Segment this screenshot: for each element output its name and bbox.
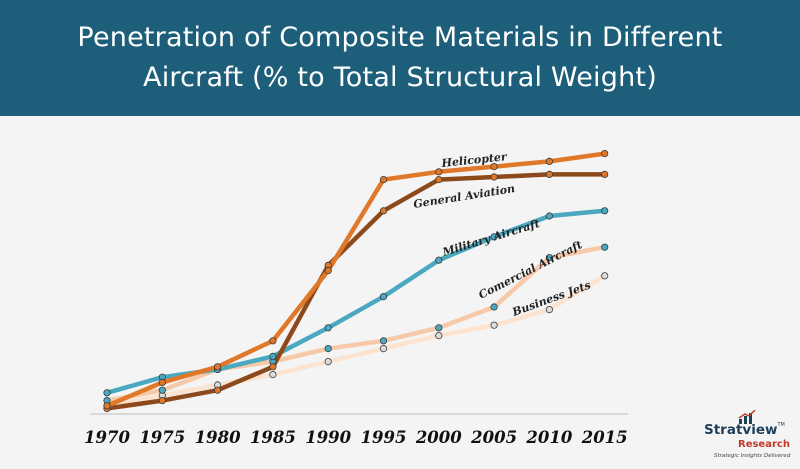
data-point: [490, 321, 498, 329]
series-line-general-aviation: [104, 172, 607, 411]
data-point: [490, 233, 498, 241]
data-point: [435, 324, 443, 332]
data-point: [269, 371, 277, 379]
data-point: [324, 267, 332, 275]
x-tick-label: 1990: [305, 428, 351, 447]
x-tick-label: 1980: [195, 428, 241, 447]
data-point: [435, 175, 443, 184]
data-point: [545, 157, 554, 166]
data-point: [269, 352, 277, 360]
data-point: [214, 363, 222, 371]
data-point: [545, 170, 554, 179]
series-line-business-jets: [104, 273, 607, 409]
data-point: [601, 272, 609, 280]
logo-tagline: Strategic Insights Delivered: [714, 453, 791, 459]
data-point: [103, 389, 111, 397]
x-tick-label: 2010: [525, 428, 572, 447]
x-tick-label: 1985: [250, 428, 296, 447]
x-axis-ticks: 1970 1975 1980 1985 1990 1995 2000 2005 2010 2015: [84, 428, 628, 447]
title-banner: Penetration of Composite Materials in Di…: [0, 0, 800, 116]
data-point: [435, 168, 443, 176]
x-tick-label: 2005: [470, 428, 517, 447]
data-point: [103, 402, 111, 410]
trademark: TM: [777, 422, 785, 428]
data-point: [158, 386, 166, 394]
series-line-helicopter: [104, 151, 607, 409]
data-point: [545, 212, 554, 220]
data-point: [601, 170, 609, 179]
logo-subtitle: Research: [738, 439, 790, 450]
company-logo: StratviewTM Research Strategic Insights …: [688, 410, 798, 468]
series-label: Military Aircraft: [440, 217, 541, 259]
line-chart: Helicopter General Aviation Military Aircr…: [0, 116, 800, 469]
series-markers: [103, 149, 609, 412]
data-point: [490, 173, 498, 181]
x-tick-label: 1995: [361, 428, 407, 447]
data-point: [379, 337, 388, 345]
data-point: [545, 306, 554, 314]
data-point: [379, 175, 388, 184]
data-point: [324, 358, 332, 366]
data-point: [158, 378, 166, 386]
data-point: [490, 162, 498, 171]
data-point: [601, 243, 609, 251]
chart-arrow-icon: [738, 410, 756, 424]
data-point: [158, 396, 166, 405]
chart-title-line-1: Penetration of Composite Materials in Di…: [77, 22, 723, 53]
x-tick-label: 2000: [415, 428, 462, 447]
data-point: [379, 293, 388, 301]
data-point: [435, 332, 443, 340]
data-point: [601, 149, 609, 158]
x-tick-label: 1970: [84, 428, 130, 447]
series-lines: [104, 151, 607, 411]
data-point: [269, 363, 277, 371]
data-point: [435, 256, 443, 264]
data-point: [269, 337, 277, 345]
data-point: [379, 207, 388, 215]
data-point: [324, 324, 332, 332]
x-tick-label: 1975: [139, 428, 185, 447]
logo-name: StratviewTM: [704, 422, 785, 438]
data-point: [601, 207, 609, 215]
data-point: [214, 386, 222, 394]
data-point: [379, 345, 388, 353]
data-point: [324, 345, 332, 353]
chart-title-line-2: Aircraft (% to Total Structural Weight): [143, 62, 657, 93]
data-point: [545, 254, 554, 262]
series-line-comercial-aircraft: [104, 244, 607, 403]
data-point: [490, 303, 498, 311]
x-tick-label: 2015: [581, 428, 628, 447]
